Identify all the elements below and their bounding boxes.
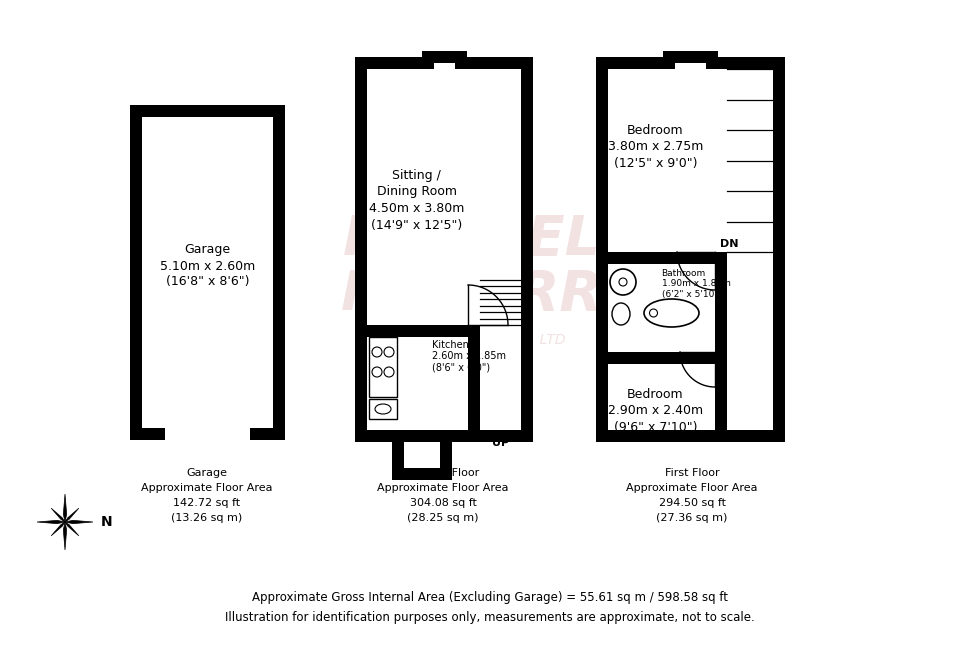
Text: (28.25 sq m): (28.25 sq m) <box>408 513 479 523</box>
Text: Bedroom: Bedroom <box>627 387 684 400</box>
Ellipse shape <box>644 299 699 327</box>
Polygon shape <box>65 508 78 522</box>
Ellipse shape <box>612 303 630 325</box>
Text: 3.80m x 2.75m: 3.80m x 2.75m <box>608 140 704 153</box>
Text: Sitting /: Sitting / <box>392 168 441 182</box>
Text: (6'2" x 5'10"): (6'2" x 5'10") <box>662 289 721 298</box>
Circle shape <box>610 269 636 295</box>
Text: (27.36 sq m): (27.36 sq m) <box>657 513 728 523</box>
Bar <box>608 69 773 430</box>
Bar <box>675 63 706 81</box>
Text: Approximate Floor Area: Approximate Floor Area <box>626 483 758 493</box>
Text: (12'5" x 9'0"): (12'5" x 9'0") <box>613 157 697 170</box>
Bar <box>165 428 250 442</box>
Text: (13.26 sq m): (13.26 sq m) <box>172 513 243 523</box>
Text: Kitchen: Kitchen <box>432 340 468 350</box>
Bar <box>421 51 466 69</box>
Bar <box>130 105 285 440</box>
Bar <box>369 399 397 419</box>
Text: Approximate Floor Area: Approximate Floor Area <box>377 483 509 493</box>
Text: ESTATE  AGENCY  LTD: ESTATE AGENCY LTD <box>415 333 565 347</box>
Text: 4.50m x 3.80m: 4.50m x 3.80m <box>368 202 465 215</box>
Polygon shape <box>51 508 65 522</box>
Text: 1.90m x 1.80m: 1.90m x 1.80m <box>662 279 730 289</box>
Text: Ground Floor: Ground Floor <box>407 468 479 478</box>
Polygon shape <box>64 494 67 522</box>
Bar <box>369 399 397 419</box>
Text: Illustration for identification purposes only, measurements are approximate, not: Illustration for identification purposes… <box>225 611 755 624</box>
Text: McGARRT: McGARRT <box>341 268 639 322</box>
Text: (8'6" x 6'0"): (8'6" x 6'0") <box>432 362 490 372</box>
Text: Approximate Gross Internal Area (Excluding Garage) = 55.61 sq m / 598.58 sq ft: Approximate Gross Internal Area (Excludi… <box>252 592 728 605</box>
Polygon shape <box>65 520 93 524</box>
Polygon shape <box>37 520 65 524</box>
Circle shape <box>650 309 658 317</box>
Bar <box>715 252 727 430</box>
Bar <box>369 337 397 397</box>
Bar <box>355 57 533 442</box>
Bar <box>367 69 521 430</box>
Text: (16'8" x 8'6"): (16'8" x 8'6") <box>166 276 249 289</box>
Text: Dining Room: Dining Room <box>376 185 457 199</box>
Text: 2.90m x 2.40m: 2.90m x 2.40m <box>608 404 703 417</box>
Bar <box>608 252 715 264</box>
Text: Bedroom: Bedroom <box>627 123 684 136</box>
Bar <box>369 337 397 397</box>
Text: Approximate Floor Area: Approximate Floor Area <box>141 483 272 493</box>
Polygon shape <box>65 522 78 536</box>
Text: 294.50 sq ft: 294.50 sq ft <box>659 498 725 508</box>
Bar <box>404 442 439 468</box>
Bar <box>142 117 273 428</box>
Ellipse shape <box>375 404 391 414</box>
Text: Bathroom: Bathroom <box>662 270 706 278</box>
Text: 142.72 sq ft: 142.72 sq ft <box>173 498 240 508</box>
Bar <box>468 325 480 430</box>
Text: 5.10m x 2.60m: 5.10m x 2.60m <box>160 259 255 272</box>
Polygon shape <box>64 522 67 550</box>
Text: MANSELL: MANSELL <box>343 213 637 267</box>
Circle shape <box>619 278 627 286</box>
Bar <box>608 352 715 364</box>
Bar <box>663 51 718 69</box>
Text: First Floor: First Floor <box>664 468 719 478</box>
Text: Garage: Garage <box>186 468 227 478</box>
Text: DN: DN <box>720 239 739 249</box>
Bar <box>391 442 452 480</box>
Bar <box>367 325 480 337</box>
Text: UP: UP <box>492 438 509 448</box>
Bar <box>433 63 455 81</box>
Polygon shape <box>51 522 65 536</box>
Text: 304.08 sq ft: 304.08 sq ft <box>410 498 476 508</box>
Text: N: N <box>101 515 113 529</box>
Text: (9'6" x 7'10"): (9'6" x 7'10") <box>613 421 697 434</box>
Text: (14'9" x 12'5"): (14'9" x 12'5") <box>370 219 463 232</box>
Text: 2.60m x 1.85m: 2.60m x 1.85m <box>432 351 506 361</box>
Bar <box>596 57 785 442</box>
Text: Garage: Garage <box>184 244 230 257</box>
